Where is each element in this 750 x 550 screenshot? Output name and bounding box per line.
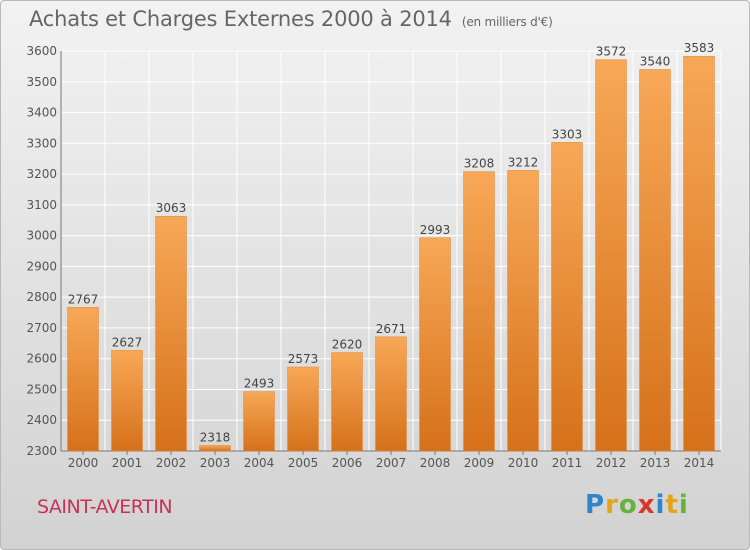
bar [375, 336, 407, 452]
bar [331, 352, 363, 452]
x-tick-label: 2008 [420, 456, 451, 470]
logo-letter: r [605, 490, 619, 520]
data-label: 2627 [112, 335, 143, 349]
y-tick-labels: 2300 2400 2500 2600 2700 2800 2900 3000 3100 3200… [26, 44, 57, 458]
data-label: 2767 [68, 292, 99, 306]
y-tick-label: 3100 [26, 198, 57, 212]
x-tick-label: 2013 [640, 456, 671, 470]
y-tick-label: 2600 [26, 352, 57, 366]
bar [683, 55, 715, 452]
data-label: 2573 [288, 352, 319, 366]
data-label: 3572 [596, 45, 627, 59]
y-tick-label: 2700 [26, 321, 57, 335]
bars [67, 55, 715, 452]
logo-letter: o [618, 490, 638, 520]
logo-letter: x [637, 490, 656, 520]
logo-letter: i [655, 490, 666, 520]
data-label: 2620 [332, 338, 363, 352]
unit-note: (en milliers d'€) [461, 15, 553, 29]
logo-letter: P [585, 490, 606, 520]
logo-letter: t [665, 490, 679, 520]
y-tick-label: 2400 [26, 413, 57, 427]
bar [639, 69, 671, 452]
x-tick-label: 2001 [112, 456, 143, 470]
x-tick-labels: 2000 2001 2002 2003 2004 2005 2006 2007 2008 2009… [68, 456, 715, 470]
commune-name: SAINT-AVERTIN [37, 496, 173, 518]
bar [199, 445, 231, 452]
y-tick-label: 3400 [26, 106, 57, 120]
data-label: 2671 [376, 322, 407, 336]
bar [595, 59, 627, 452]
x-tick-label: 2009 [464, 456, 495, 470]
chart-title: Achats et Charges Externes 2000 à 2014 (e… [29, 7, 553, 31]
x-tick-label: 2000 [68, 456, 99, 470]
x-tick-label: 2006 [332, 456, 363, 470]
bar [155, 215, 187, 452]
bar [67, 307, 99, 452]
x-tick-label: 2007 [376, 456, 407, 470]
data-label: 3208 [464, 157, 495, 171]
data-label: 3063 [156, 201, 187, 215]
y-tick-label: 2500 [26, 382, 57, 396]
x-tick-label: 2004 [244, 456, 275, 470]
bar [507, 170, 539, 452]
x-tick-label: 2005 [288, 456, 319, 470]
bar [419, 237, 451, 452]
data-label: 3212 [508, 155, 539, 169]
data-labels: 2767 2627 3063 2318 2493 2573 2620 2671 2993 3208… [68, 41, 715, 444]
y-tick-label: 3600 [26, 44, 57, 58]
y-tick-label: 3000 [26, 229, 57, 243]
bar [287, 366, 319, 452]
y-tick-label: 3300 [26, 136, 57, 150]
proxiti-logo[interactable]: Proxiti [585, 490, 689, 520]
x-tick-label: 2010 [508, 456, 539, 470]
x-tick-label: 2002 [156, 456, 187, 470]
bar [111, 350, 143, 452]
x-tick-label: 2011 [552, 456, 583, 470]
bar [243, 391, 275, 452]
x-tick-label: 2014 [684, 456, 715, 470]
bar [551, 142, 583, 452]
data-label: 3583 [684, 41, 715, 55]
y-tick-label: 3200 [26, 167, 57, 181]
data-label: 2318 [200, 430, 231, 444]
y-tick-label: 2900 [26, 259, 57, 273]
logo-letter: i [678, 490, 689, 520]
y-tick-label: 2800 [26, 290, 57, 304]
data-label: 3303 [552, 127, 583, 141]
data-label: 2493 [244, 377, 275, 391]
bar [463, 171, 495, 452]
y-tick-label: 3500 [26, 75, 57, 89]
x-tick-label: 2003 [200, 456, 231, 470]
title-text: Achats et Charges Externes 2000 à 2014 [29, 7, 452, 31]
y-tick-label: 2300 [26, 444, 57, 458]
data-label: 2993 [420, 223, 451, 237]
data-label: 3540 [640, 54, 671, 68]
x-tick-label: 2012 [596, 456, 627, 470]
